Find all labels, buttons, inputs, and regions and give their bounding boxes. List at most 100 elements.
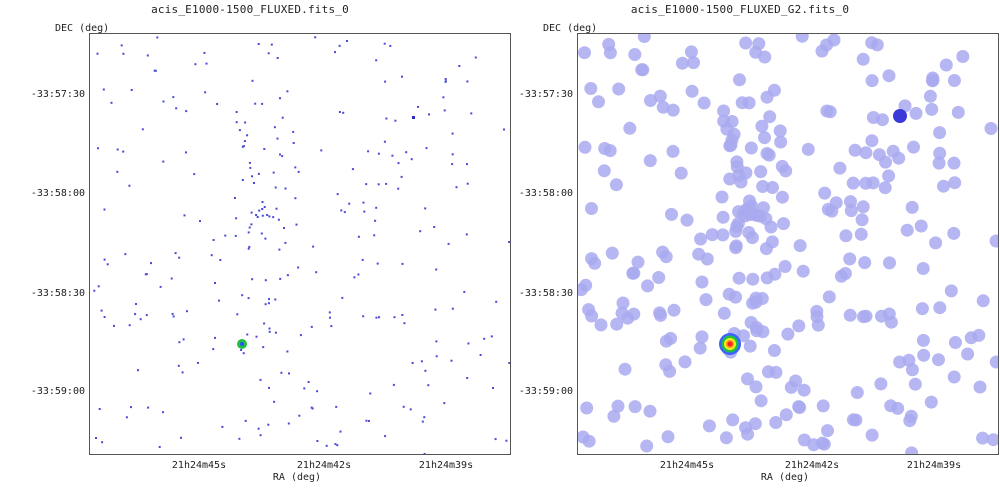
photon-event — [451, 163, 454, 166]
left-y-tick-label: -33:57:30 — [30, 89, 85, 100]
photon-event — [253, 182, 255, 184]
smoothed-blob — [900, 223, 914, 237]
photon-event — [175, 107, 178, 110]
photon-event — [442, 96, 445, 99]
photon-event — [263, 322, 266, 325]
photon-event — [466, 163, 468, 166]
smoothed-blob — [872, 148, 886, 162]
photon-event — [241, 145, 244, 148]
smoothed-blob — [909, 106, 923, 120]
photon-event — [249, 166, 252, 169]
left-y-tick-label: -33:58:30 — [30, 288, 85, 299]
photon-event — [174, 252, 177, 255]
photon-event — [508, 241, 510, 243]
photon-event — [234, 234, 237, 237]
photon-event — [98, 408, 101, 410]
smoothed-blob — [932, 156, 946, 170]
smoothed-blob — [678, 355, 692, 369]
right-image-canvas[interactable] — [577, 33, 999, 455]
photon-event — [385, 182, 388, 185]
photon-event — [154, 69, 157, 72]
smoothed-blob — [697, 96, 711, 110]
smoothed-blob — [939, 58, 953, 72]
photon-event — [238, 437, 241, 440]
photon-event — [394, 119, 397, 122]
photon-event — [162, 411, 164, 414]
smoothed-blob — [746, 272, 760, 286]
photon-event — [147, 406, 150, 409]
photon-event — [259, 378, 262, 381]
photon-event — [435, 268, 438, 271]
photon-event — [224, 234, 227, 237]
photon-event — [330, 325, 333, 328]
photon-event — [402, 405, 405, 408]
smoothed-blob — [820, 104, 834, 118]
photon-event — [297, 170, 300, 173]
photon-event — [447, 242, 450, 245]
photon-event — [257, 427, 260, 430]
photon-event — [286, 90, 289, 93]
photon-event — [96, 52, 99, 55]
smoothed-blob — [680, 213, 694, 227]
smoothed-blob — [667, 303, 681, 317]
photon-event — [375, 59, 378, 62]
smoothed-blob — [597, 164, 611, 178]
photon-event — [238, 129, 241, 132]
left-x-tick-label: 21h24m39s — [418, 460, 474, 471]
photon-event — [281, 155, 284, 158]
smoothed-blob — [742, 226, 756, 239]
smoothed-blob — [908, 377, 922, 391]
photon-event — [247, 297, 250, 300]
photon-event — [401, 75, 403, 78]
photon-event — [263, 148, 266, 150]
photon-event — [260, 232, 263, 235]
photon-event — [278, 248, 281, 251]
photon-event — [455, 186, 458, 189]
smoothed-blob — [854, 227, 868, 241]
photon-event — [268, 386, 270, 389]
photon-event — [325, 444, 328, 447]
right-image-panel: acis_E1000-1500_FLUXED_G2.fits_0 DEC (de… — [490, 0, 999, 489]
smoothed-blob — [886, 144, 900, 158]
smoothed-blob — [905, 200, 919, 214]
photon-event — [257, 43, 260, 45]
photon-event — [287, 422, 290, 425]
photon-event — [124, 253, 127, 256]
photon-event — [280, 371, 283, 374]
smoothed-blob — [929, 236, 943, 250]
smoothed-blob — [937, 179, 950, 193]
right-x-tick-label: 21h24m45s — [659, 460, 715, 471]
photon-event — [341, 296, 344, 299]
photon-event — [424, 207, 427, 210]
photon-event — [214, 282, 216, 284]
smoothed-blob — [774, 135, 788, 149]
smoothed-blob — [775, 190, 789, 204]
smoothed-blob — [989, 355, 998, 369]
smoothed-blob — [884, 315, 898, 329]
photon-cluster — [412, 116, 415, 119]
smoothed-blob — [917, 348, 931, 362]
photon-event — [375, 316, 378, 319]
photon-event — [268, 215, 271, 218]
left-x-tick-label: 21h24m45s — [171, 460, 227, 471]
photon-event — [508, 362, 510, 364]
smoothed-blob — [741, 427, 755, 441]
smoothed-blob — [585, 309, 599, 323]
photon-event — [286, 274, 289, 277]
photon-event — [450, 359, 453, 362]
left-image-canvas[interactable] — [89, 33, 511, 455]
photon-event — [357, 235, 360, 238]
smoothed-blob — [882, 169, 896, 183]
smoothed-blob — [643, 404, 657, 418]
smoothed-blob — [584, 82, 598, 95]
smoothed-blob — [820, 38, 834, 52]
smoothed-blob — [610, 317, 624, 331]
smoothed-blob — [843, 308, 857, 322]
smoothed-blob — [582, 434, 596, 448]
smoothed-blob — [621, 311, 635, 325]
photon-event — [419, 230, 422, 233]
photon-event — [145, 314, 148, 317]
photon-event — [294, 166, 297, 169]
photon-event — [101, 441, 104, 444]
photon-event — [268, 330, 271, 333]
